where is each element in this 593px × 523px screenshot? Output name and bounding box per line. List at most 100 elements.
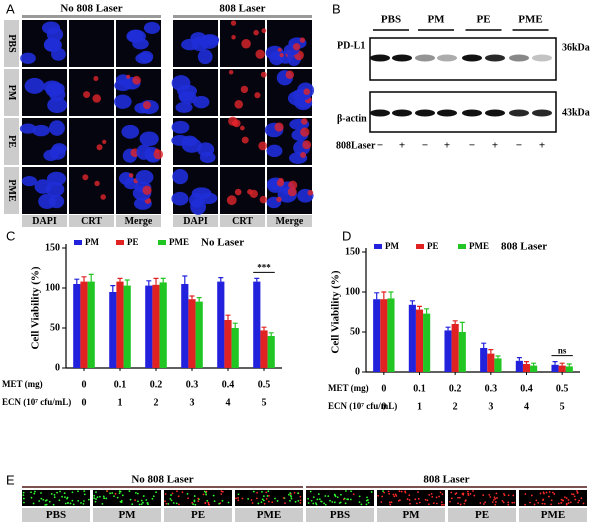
cell-dot <box>324 495 327 497</box>
cell-dot <box>432 502 435 505</box>
image-label: PM <box>118 509 136 521</box>
cell-dot <box>389 503 392 506</box>
cell-dot <box>299 495 302 498</box>
bar <box>159 282 167 368</box>
cell-dot <box>494 497 497 500</box>
cell-dot <box>467 492 470 495</box>
cell-dot <box>45 503 48 506</box>
y-axis-label: Cell Viability (%) <box>30 266 42 349</box>
cell-dot <box>424 498 427 501</box>
cell-dot <box>250 499 253 501</box>
cell-dot <box>320 500 323 503</box>
bar <box>515 360 523 372</box>
error-bar <box>261 326 267 331</box>
error-bar <box>524 361 529 364</box>
cell-dot <box>113 495 115 498</box>
cell-dot <box>284 502 286 504</box>
cell-dot <box>263 502 266 505</box>
header-bar <box>22 15 161 18</box>
cell-dot <box>257 502 260 505</box>
cell-dot <box>358 501 361 503</box>
cell-dot <box>331 501 334 503</box>
cell-dot <box>151 497 154 500</box>
cell-dot <box>469 493 472 495</box>
nucleus <box>43 80 62 93</box>
y-tick-label: 0 <box>55 362 60 373</box>
x-tick-label: 0.1 <box>114 379 127 390</box>
bar <box>565 366 573 372</box>
bar <box>387 298 395 372</box>
y-tick-label: 150 <box>45 242 60 253</box>
nucleus <box>181 138 202 153</box>
cell-dot <box>42 498 45 501</box>
cell-dot <box>152 495 155 498</box>
error-bar <box>124 279 130 286</box>
channel-label: Merge <box>276 216 304 227</box>
laser-state: − <box>516 140 522 152</box>
label-box <box>377 508 445 522</box>
cell-dot <box>574 498 577 501</box>
crt-signal <box>100 194 106 200</box>
cell-dot <box>370 491 373 493</box>
nucleus <box>135 52 153 64</box>
image-bg <box>22 490 90 506</box>
image-label: PBS <box>330 509 350 521</box>
crt-signal <box>300 127 310 137</box>
channel-box <box>22 215 67 227</box>
band <box>462 109 482 117</box>
x-tick-label: 0.3 <box>186 379 199 390</box>
cell-dot <box>66 497 68 500</box>
cell-dot <box>340 493 342 496</box>
cell-dot <box>213 500 216 503</box>
cell-dot <box>289 499 291 502</box>
cell-dot <box>388 501 391 504</box>
cell-dot <box>96 496 99 499</box>
micrograph <box>69 20 114 67</box>
y-tick-label: 150 <box>345 246 360 257</box>
cell-dot <box>417 491 419 494</box>
band <box>485 54 505 62</box>
cell-dot <box>261 490 263 493</box>
legend-label: PE <box>127 237 139 247</box>
cell-dot <box>102 495 105 498</box>
panel-letter: A <box>6 1 15 16</box>
band <box>532 54 552 62</box>
live-dead-image <box>519 490 587 506</box>
error-bar <box>182 275 188 284</box>
cell-dot <box>502 501 505 504</box>
cell-dot <box>576 490 578 492</box>
cell-dot <box>395 494 398 497</box>
cell-dot <box>318 498 321 501</box>
crt-signal <box>307 189 314 196</box>
cell-dot <box>501 499 504 502</box>
crt-signal <box>126 74 131 79</box>
band <box>370 109 390 117</box>
crt-signal <box>253 29 259 36</box>
bar <box>231 328 239 368</box>
crt-signal <box>234 188 242 196</box>
cell-dot <box>52 503 55 506</box>
cell-dot <box>265 498 268 500</box>
image-label: PBS <box>46 509 66 521</box>
cell-dot <box>145 499 148 501</box>
x-tick-label-2: 5 <box>262 397 267 408</box>
cell-dot <box>430 492 433 495</box>
nucleus <box>127 29 144 43</box>
cell-dot <box>142 495 145 497</box>
bar <box>522 364 531 372</box>
crt-signal <box>239 125 245 131</box>
cell-dot <box>114 492 117 495</box>
cell-dot <box>299 499 302 502</box>
cell-dot <box>204 502 207 505</box>
cell-dot <box>428 493 431 496</box>
crt-signal <box>83 91 91 99</box>
micrograph <box>116 20 161 67</box>
crt-signal <box>132 75 141 85</box>
live-dead-image <box>448 490 516 506</box>
cell-dot <box>297 499 300 502</box>
cell-dot <box>83 500 85 502</box>
cell-dot <box>529 501 531 504</box>
bar <box>224 320 232 368</box>
label-box <box>235 508 303 522</box>
cell-dot <box>467 494 470 497</box>
